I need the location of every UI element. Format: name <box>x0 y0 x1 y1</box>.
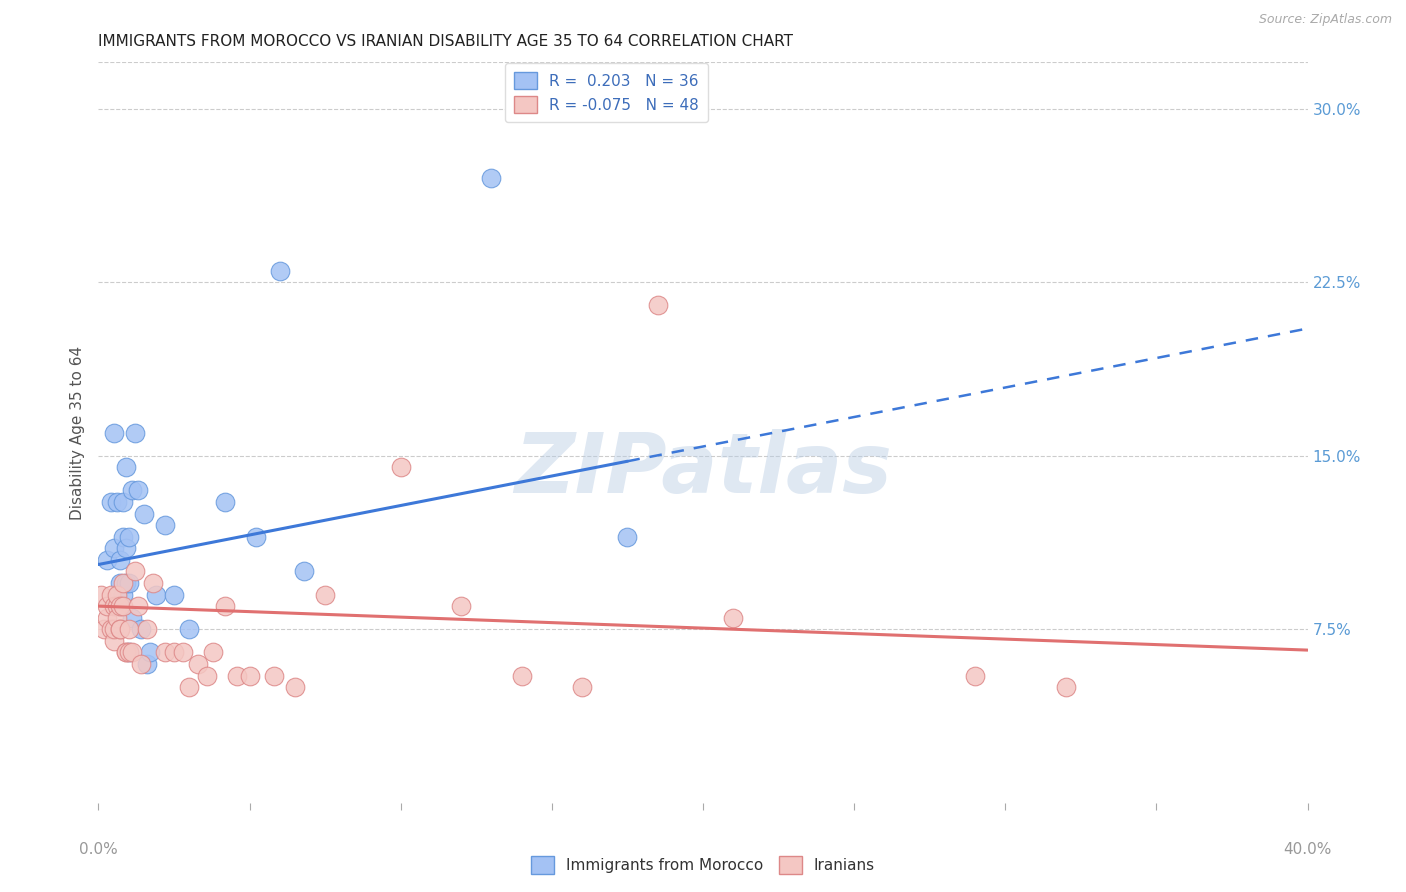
Point <box>118 576 141 591</box>
Point <box>179 680 201 694</box>
Point <box>135 657 157 671</box>
Point <box>239 668 262 682</box>
Point <box>647 298 669 312</box>
Point <box>163 645 186 659</box>
Point <box>118 530 141 544</box>
Point <box>114 645 136 659</box>
Point <box>96 553 118 567</box>
Point <box>965 668 987 682</box>
Point <box>723 610 745 624</box>
Point <box>226 668 249 682</box>
Text: Source: ZipAtlas.com: Source: ZipAtlas.com <box>1258 13 1392 27</box>
Point <box>314 588 336 602</box>
Point <box>118 645 141 659</box>
Text: ZIPatlas: ZIPatlas <box>515 429 891 510</box>
Point <box>121 645 143 659</box>
Point <box>103 622 125 636</box>
Point <box>616 530 638 544</box>
Text: IMMIGRANTS FROM MOROCCO VS IRANIAN DISABILITY AGE 35 TO 64 CORRELATION CHART: IMMIGRANTS FROM MOROCCO VS IRANIAN DISAB… <box>98 34 793 49</box>
Point <box>132 507 155 521</box>
Point <box>111 588 134 602</box>
Point <box>245 530 267 544</box>
Point <box>105 610 128 624</box>
Point <box>269 263 291 277</box>
Point <box>108 599 131 614</box>
Y-axis label: Disability Age 35 to 64: Disability Age 35 to 64 <box>69 345 84 520</box>
Point <box>111 576 134 591</box>
Point <box>111 530 134 544</box>
Point <box>145 588 167 602</box>
Point <box>135 622 157 636</box>
Point <box>105 588 128 602</box>
Point <box>96 599 118 614</box>
Point <box>214 599 236 614</box>
Point <box>172 645 194 659</box>
Point <box>510 668 533 682</box>
Point <box>114 460 136 475</box>
Point <box>263 668 285 682</box>
Point <box>153 645 176 659</box>
Legend: Immigrants from Morocco, Iranians: Immigrants from Morocco, Iranians <box>524 850 882 880</box>
Point <box>121 610 143 624</box>
Point <box>163 588 186 602</box>
Point <box>103 425 125 440</box>
Point <box>108 599 131 614</box>
Point <box>1054 680 1077 694</box>
Point <box>118 645 141 659</box>
Point <box>108 622 131 636</box>
Point <box>202 645 225 659</box>
Point <box>111 495 134 509</box>
Point <box>284 680 307 694</box>
Point <box>153 518 176 533</box>
Point <box>108 553 131 567</box>
Point <box>103 599 125 614</box>
Point <box>118 622 141 636</box>
Point <box>481 171 503 186</box>
Point <box>100 622 122 636</box>
Point <box>389 460 412 475</box>
Point <box>108 576 131 591</box>
Point <box>179 622 201 636</box>
Legend: R =  0.203   N = 36, R = -0.075   N = 48: R = 0.203 N = 36, R = -0.075 N = 48 <box>505 62 707 122</box>
Point <box>111 599 134 614</box>
Point <box>121 483 143 498</box>
Point <box>100 495 122 509</box>
Point <box>127 483 149 498</box>
Point <box>108 622 131 636</box>
Point <box>142 576 165 591</box>
Point <box>571 680 593 694</box>
Point <box>105 495 128 509</box>
Point <box>450 599 472 614</box>
Point <box>214 495 236 509</box>
Point <box>124 425 146 440</box>
Point <box>129 622 152 636</box>
Point <box>124 565 146 579</box>
Point <box>127 599 149 614</box>
Point <box>96 610 118 624</box>
Point <box>103 633 125 648</box>
Point <box>114 645 136 659</box>
Text: 0.0%: 0.0% <box>79 842 118 856</box>
Point <box>105 588 128 602</box>
Point <box>90 588 112 602</box>
Point <box>139 645 162 659</box>
Point <box>93 622 115 636</box>
Point <box>114 576 136 591</box>
Point <box>103 541 125 556</box>
Point <box>195 668 218 682</box>
Point <box>292 565 315 579</box>
Point <box>187 657 209 671</box>
Point <box>129 657 152 671</box>
Point <box>105 599 128 614</box>
Text: 40.0%: 40.0% <box>1284 842 1331 856</box>
Point <box>114 541 136 556</box>
Point <box>100 588 122 602</box>
